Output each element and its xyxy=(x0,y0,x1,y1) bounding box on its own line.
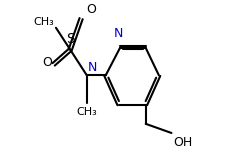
Text: N: N xyxy=(88,61,98,74)
Text: OH: OH xyxy=(173,136,192,149)
Text: CH₃: CH₃ xyxy=(34,17,54,27)
Text: O: O xyxy=(42,57,52,69)
Text: O: O xyxy=(87,3,96,16)
Text: N: N xyxy=(114,27,123,40)
Text: S: S xyxy=(66,32,75,46)
Text: CH₃: CH₃ xyxy=(77,107,97,117)
